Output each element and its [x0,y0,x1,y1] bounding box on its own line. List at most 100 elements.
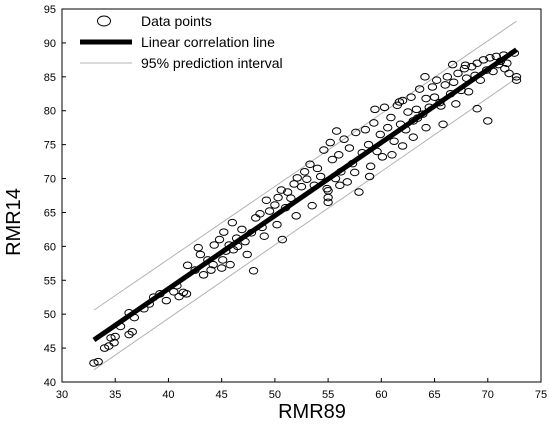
x-tick-label: 40 [162,389,174,401]
data-point [478,56,489,64]
axes: 30 35 40 45 50 55 60 65 70 75 40 45 50 55 60 65 70 75 80 85… [44,4,547,401]
data-point [421,94,431,103]
data-point [198,271,209,279]
x-tick-label: 35 [109,389,121,401]
y-tick-label: 80 [44,106,56,118]
data-point [453,69,463,78]
data-point [319,146,329,154]
data-point [365,162,376,171]
data-point [307,201,317,210]
data-point [420,73,430,81]
data-point [447,60,458,69]
data-point [440,81,450,89]
data-point [209,241,219,249]
data-point [296,182,307,191]
data-point [335,181,345,190]
y-tick-label: 40 [44,377,56,389]
data-point [286,194,296,203]
data-point [127,328,137,336]
y-tick-label: 60 [44,241,56,253]
data-point [218,256,228,264]
data-point [411,105,422,114]
data-point [364,172,375,181]
data-point [431,76,442,85]
y-tick-label: 75 [44,140,56,152]
x-tick-label: 70 [482,389,494,401]
data-point [195,250,206,259]
legend-label: Data points [141,13,212,29]
data-point [350,168,360,177]
data-point [323,193,333,202]
y-tick-label: 55 [44,275,56,287]
y-tick-label: 90 [44,38,56,50]
prediction-interval-lower [93,77,517,371]
x-tick-label: 75 [535,389,547,401]
data-point [270,201,280,209]
data-point [161,296,172,305]
data-point [323,198,333,207]
data-point [248,266,259,275]
data-point [438,120,448,129]
data-point [331,127,342,135]
data-point [342,178,352,186]
data-point [227,218,238,227]
data-point [386,113,396,122]
data-point [377,153,388,161]
data-point [276,186,286,194]
legend-label: 95% prediction interval [141,55,283,71]
data-point [93,357,103,366]
data-point [463,87,474,96]
data-point [421,123,431,132]
data-point [181,290,192,298]
data-point [360,125,371,134]
data-point [387,151,397,159]
data-point [394,98,405,106]
data-point [259,232,269,240]
data-point [354,188,364,196]
data-point [370,105,380,114]
data-point [339,135,349,144]
data-point [216,264,227,272]
data-point [344,144,355,152]
data-point [169,288,179,296]
data-point [351,128,361,137]
data-point [334,151,344,159]
data-point [312,164,323,173]
data-point [485,54,495,62]
plot-frame [61,8,542,383]
data-point [427,83,438,91]
data-point [327,155,338,164]
prediction-interval-upper [93,20,517,311]
x-tick-label: 55 [322,389,334,401]
data-point [408,133,418,141]
data-point [325,138,335,147]
data-point [406,93,416,101]
data-point [255,210,265,218]
data-point [237,225,247,234]
data-point [302,175,312,184]
x-tick-label: 50 [269,389,281,401]
data-point [214,235,225,244]
x-tick-label: 60 [375,389,387,401]
data-point [323,186,333,195]
data-point [429,93,440,101]
y-tick-label: 70 [44,174,56,186]
data-point [414,85,425,93]
y-axis-title: RMR14 [3,188,25,256]
data-point [282,188,293,196]
data-point [110,332,120,341]
data-point [242,250,252,259]
data-point [472,104,482,113]
data-point [124,330,134,339]
data-point [292,174,302,182]
data-point [277,235,288,244]
fit-line [92,47,518,343]
data-point [375,130,385,139]
y-tick-label: 50 [44,309,56,321]
data-point [460,61,471,70]
legend: Data points Linear correlation line 95% pr… [80,13,283,71]
x-tick-label: 65 [428,389,440,401]
y-tick-label: 65 [44,207,56,219]
data-point [389,137,399,146]
